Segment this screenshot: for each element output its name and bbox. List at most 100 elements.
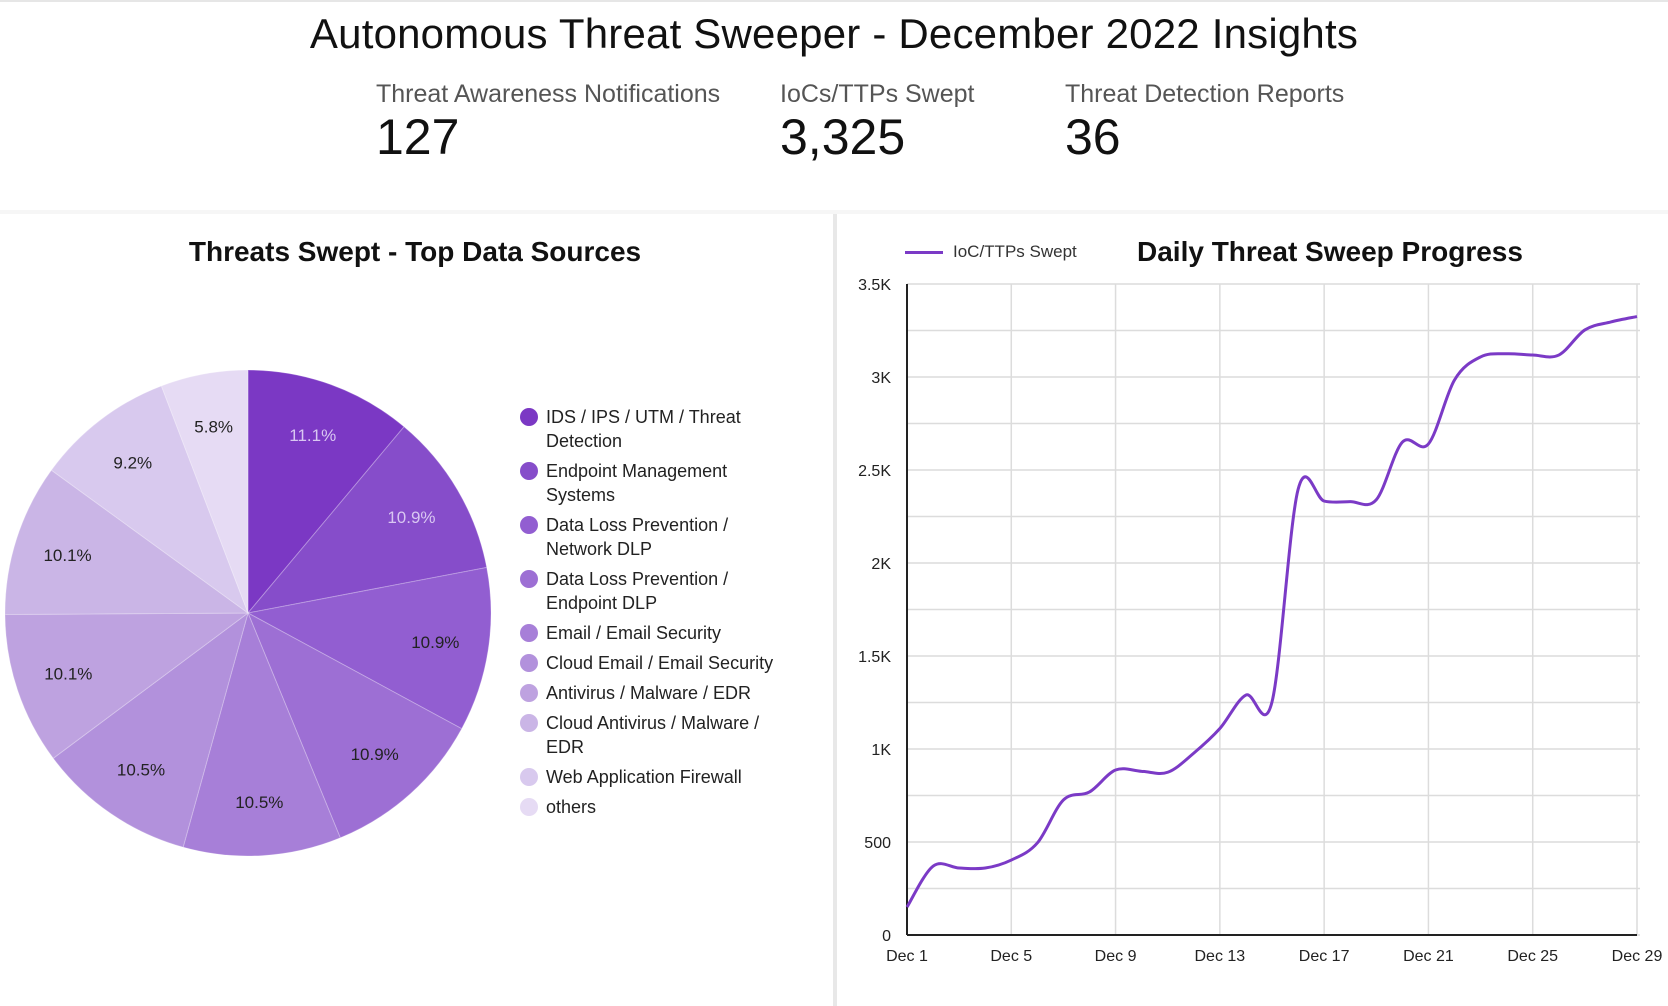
kpi-value: 3,325 — [780, 109, 906, 165]
legend-item[interactable]: Data Loss Prevention / Network DLP — [520, 513, 790, 561]
legend-label: Cloud Email / Email Security — [546, 653, 774, 673]
pie-slice-label: 5.8% — [194, 418, 233, 437]
data-point[interactable] — [1348, 500, 1352, 504]
data-point[interactable] — [931, 864, 935, 868]
pie-slice[interactable] — [247, 369, 405, 615]
data-point[interactable] — [1479, 355, 1483, 359]
data-point[interactable] — [1322, 499, 1326, 503]
legend-item[interactable]: others — [520, 795, 790, 819]
legend-item[interactable]: IDS / IPS / UTM / Threat Detection — [520, 405, 790, 453]
data-point[interactable] — [905, 905, 909, 909]
line-legend-label: IoC/TTPs Swept — [953, 242, 1077, 261]
kpi-value: 36 — [1065, 109, 1121, 165]
pie-slice[interactable] — [52, 611, 249, 848]
data-point[interactable] — [1061, 798, 1065, 802]
data-point[interactable] — [1296, 488, 1300, 492]
data-point[interactable] — [1505, 352, 1509, 356]
pie-slice-label: 10.9% — [387, 508, 435, 527]
legend-color-dot — [520, 570, 538, 588]
legend-color-dot — [520, 684, 538, 702]
legend-color-dot — [520, 408, 538, 426]
legend-color-dot — [520, 654, 538, 672]
data-point[interactable] — [1609, 320, 1613, 324]
legend-color-dot — [520, 624, 538, 642]
data-point[interactable] — [1035, 841, 1039, 845]
legend-label: Endpoint Management Systems — [546, 461, 728, 505]
x-tick-label: Dec 17 — [1299, 948, 1350, 965]
data-point[interactable] — [1192, 751, 1196, 755]
data-point[interactable] — [1218, 727, 1222, 731]
legend-color-dot — [520, 516, 538, 534]
legend-label: Cloud Antivirus / Malware / EDR — [546, 713, 760, 757]
y-tick-label: 3K — [871, 370, 891, 387]
data-point[interactable] — [1009, 858, 1013, 862]
legend-item[interactable]: Cloud Email / Email Security — [520, 651, 790, 675]
y-tick-label: 1K — [871, 742, 891, 759]
pie-chart: 11.1% 10.9% 10.9% 10.9% 10.5% 10.5% 10.1% 10.1%… — [4, 369, 492, 857]
legend-color-dot — [520, 714, 538, 732]
legend-label: Data Loss Prevention / Endpoint DLP — [546, 569, 729, 613]
pie-slice[interactable] — [247, 611, 463, 839]
legend-item[interactable]: Data Loss Prevention / Endpoint DLP — [520, 567, 790, 615]
pie-legend: IDS / IPS / UTM / Threat Detection Endpoin… — [520, 405, 790, 825]
pie-slice-label: 10.1% — [43, 546, 91, 565]
kpi-value: 127 — [376, 109, 460, 165]
kpi-iocs-ttps-swept: IoCs/TTPs Swept 3,325 — [780, 80, 975, 165]
pie-slice[interactable] — [246, 426, 488, 614]
y-tick-label: 1.5K — [858, 649, 891, 666]
series-line-iocs-ttps-swept[interactable] — [905, 315, 1638, 908]
data-point[interactable] — [1088, 790, 1092, 794]
legend-label: IDS / IPS / UTM / Threat Detection — [546, 407, 741, 451]
x-tick-label: Dec 1 — [886, 948, 928, 965]
legend-item[interactable]: Endpoint Management Systems — [520, 459, 790, 507]
legend-item[interactable]: Antivirus / Malware / EDR — [520, 681, 790, 705]
x-tick-label: Dec 29 — [1612, 948, 1663, 965]
pie-slice[interactable] — [160, 369, 249, 614]
legend-label: Antivirus / Malware / EDR — [546, 683, 752, 703]
pie-slice-label: 9.2% — [113, 454, 152, 473]
x-tick-label: Dec 13 — [1195, 948, 1246, 965]
data-point[interactable] — [1166, 770, 1170, 774]
pie-slice[interactable] — [4, 612, 250, 759]
legend-item[interactable]: Email / Email Security — [520, 621, 790, 645]
y-tick-label: 0 — [882, 928, 891, 945]
line-legend: IoC/TTPs Swept — [905, 242, 1077, 262]
legend-item[interactable]: Web Application Firewall — [520, 765, 790, 789]
pie-slice[interactable] — [50, 385, 250, 615]
legend-color-dot — [520, 798, 538, 816]
legend-color-dot — [520, 462, 538, 480]
x-tick-label: Dec 25 — [1507, 948, 1558, 965]
pie-slice[interactable] — [4, 469, 250, 616]
data-point[interactable] — [957, 866, 961, 870]
pie-slice-label: 10.9% — [411, 633, 459, 652]
y-tick-label: 2.5K — [858, 463, 891, 480]
pie-slice[interactable] — [182, 611, 341, 857]
data-point[interactable] — [1583, 328, 1587, 332]
header: Autonomous Threat Sweeper - December 202… — [0, 0, 1668, 212]
data-point[interactable] — [1635, 315, 1639, 319]
page-title: Autonomous Threat Sweeper - December 202… — [309, 10, 1359, 57]
pie-chart-title: Threats Swept - Top Data Sources — [188, 236, 642, 267]
pie-slice-label: 10.1% — [44, 664, 92, 683]
top-border — [0, 0, 1668, 2]
pie-slice[interactable] — [246, 566, 492, 730]
x-tick-label: Dec 5 — [990, 948, 1032, 965]
pie-slice-label: 10.9% — [351, 745, 399, 764]
data-point[interactable] — [1426, 442, 1430, 446]
data-point[interactable] — [1114, 768, 1118, 772]
data-point[interactable] — [1557, 353, 1561, 357]
data-point[interactable] — [1400, 440, 1404, 444]
pie-slice-label: 11.1% — [289, 426, 336, 445]
kpi-label: Threat Awareness Notifications — [376, 80, 721, 108]
data-point[interactable] — [1531, 353, 1535, 357]
data-point[interactable] — [1270, 700, 1274, 704]
panel-divider — [833, 214, 837, 1006]
legend-item[interactable]: Cloud Antivirus / Malware / EDR — [520, 711, 790, 759]
kpi-label: Threat Detection Reports — [1065, 80, 1345, 108]
data-point[interactable] — [1453, 378, 1457, 382]
data-point[interactable] — [1374, 498, 1378, 502]
x-tick-label: Dec 21 — [1403, 948, 1454, 965]
data-point[interactable] — [1140, 769, 1144, 773]
data-point[interactable] — [1244, 693, 1248, 697]
data-point[interactable] — [983, 866, 987, 870]
